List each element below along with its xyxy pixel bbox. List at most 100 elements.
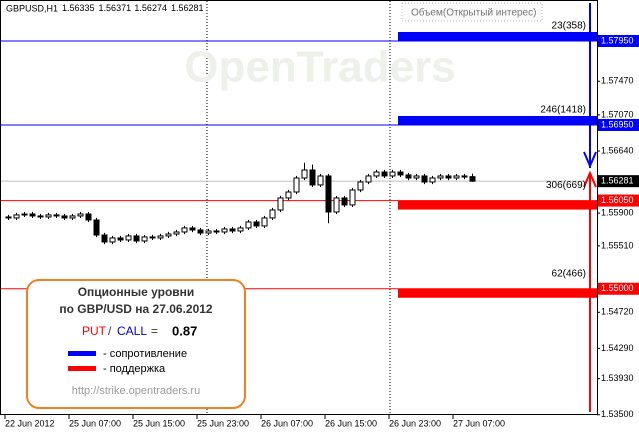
candle-body — [317, 175, 324, 186]
candle-body — [157, 235, 164, 239]
candle-body — [117, 237, 124, 241]
candle-body — [341, 197, 348, 206]
y-tick-label: 1.55510 — [601, 240, 634, 250]
x-tick-label: 26 Jun 15:00 — [325, 418, 377, 428]
candle-body — [237, 227, 244, 232]
x-tick-label: 26 Jun 07:00 — [261, 418, 313, 428]
candle-body — [181, 227, 188, 233]
slash: / — [108, 324, 112, 338]
level-axis-box — [598, 118, 639, 131]
call-label: CALL — [117, 324, 147, 338]
candle-body — [213, 230, 220, 233]
candle-body — [293, 177, 300, 193]
arrow-head — [583, 151, 597, 169]
candle-body — [53, 214, 60, 217]
candle-body — [389, 171, 396, 177]
last-price-box — [598, 175, 639, 188]
candle-body — [173, 231, 180, 235]
chart-title: GBPUSD,H1 — [6, 3, 58, 13]
candle-body — [197, 229, 204, 234]
x-tick-label: 25 Jun 07:00 — [69, 418, 121, 428]
candle-body — [85, 213, 92, 221]
candle-body — [269, 209, 276, 219]
level-axis-label: 1.56050 — [601, 195, 634, 205]
candle-body — [437, 175, 444, 179]
ohlc-header: 1.56335 1.56371 1.56274 1.56281 — [62, 3, 204, 13]
candle-body — [301, 169, 308, 179]
candle-body — [373, 171, 380, 177]
candle-body — [277, 197, 284, 211]
watermark: OpenTraders — [184, 43, 455, 92]
candle-body — [253, 221, 260, 227]
candle-body — [133, 235, 140, 242]
candle-body — [445, 175, 452, 179]
ohlc-value: 1.56371 — [99, 3, 132, 13]
candle-body — [229, 228, 236, 232]
candle-body — [5, 216, 12, 219]
candle-body — [13, 214, 20, 219]
candle-body — [45, 214, 52, 218]
y-tick-label: 1.54290 — [601, 343, 634, 353]
candle-body — [69, 215, 76, 219]
level-volume: 62(466) — [552, 268, 586, 279]
candle-body — [461, 175, 468, 178]
ohlc-value: 1.56335 — [62, 3, 95, 13]
candle-body — [149, 236, 156, 239]
ohlc-value: 1.56281 — [171, 3, 204, 13]
x-tick-label: 27 Jun 07:00 — [453, 418, 505, 428]
level-volume: 246(1418) — [540, 105, 586, 116]
candle-body — [405, 174, 412, 179]
y-tick-label: 1.53500 — [601, 409, 634, 419]
y-tick-label: 1.56640 — [601, 145, 634, 155]
level-axis-box — [598, 282, 639, 295]
level-bar — [398, 31, 597, 41]
level-axis-box — [598, 194, 639, 207]
candle-body — [221, 228, 228, 233]
x-tick-label: 26 Jun 23:00 — [389, 418, 441, 428]
y-tick-label: 1.57070 — [601, 109, 634, 119]
candle-body — [101, 234, 108, 243]
candle-body — [469, 176, 476, 182]
info-title: по GBP/USD на 27.06.2012 — [59, 302, 213, 316]
candle-body — [93, 219, 100, 236]
candle-body — [333, 197, 340, 213]
x-tick-label: 25 Jun 15:00 — [133, 418, 185, 428]
info-box: Опционные уровни по GBP/USD на 27.06.201… — [26, 279, 246, 409]
indicator-label: Объем(Открытый интерес) — [411, 7, 536, 19]
level-axis-label: 1.55000 — [601, 283, 634, 293]
candle-body — [29, 213, 36, 217]
arrow-head — [583, 170, 597, 188]
level-axis-box — [598, 34, 639, 47]
candle-body — [189, 227, 196, 231]
candle-body — [61, 215, 68, 219]
candle-body — [397, 171, 404, 176]
candle-body — [77, 213, 84, 217]
plot-frame — [0, 0, 598, 415]
candle-body — [381, 171, 388, 177]
candle-body — [413, 175, 420, 179]
y-tick-label: 1.53930 — [601, 373, 634, 383]
candle-body — [245, 221, 252, 229]
candle-body — [261, 217, 268, 227]
candle-body — [357, 181, 364, 191]
candle-body — [349, 189, 356, 206]
candle-body — [37, 215, 44, 218]
x-tick-label: 22 Jun 2012 — [5, 418, 55, 428]
y-tick-label: 1.55900 — [601, 208, 634, 218]
x-tick-label: 25 Jun 23:00 — [197, 418, 249, 428]
ratio: 0.87 — [172, 323, 197, 338]
candle-body — [205, 230, 212, 234]
candle-body — [453, 175, 460, 179]
legend-swatch — [68, 351, 96, 356]
candle-body — [141, 236, 148, 242]
candle-body — [285, 191, 292, 199]
candle-body — [421, 175, 428, 183]
ohlc-value: 1.56274 — [134, 3, 167, 13]
level-volume: 306(669) — [546, 180, 586, 191]
level-axis-label: 1.57950 — [601, 35, 634, 45]
level-axis-label: 1.56950 — [601, 119, 634, 129]
candle-body — [429, 177, 436, 183]
legend-label: - поддержка — [103, 363, 166, 375]
legend-swatch — [68, 366, 96, 371]
